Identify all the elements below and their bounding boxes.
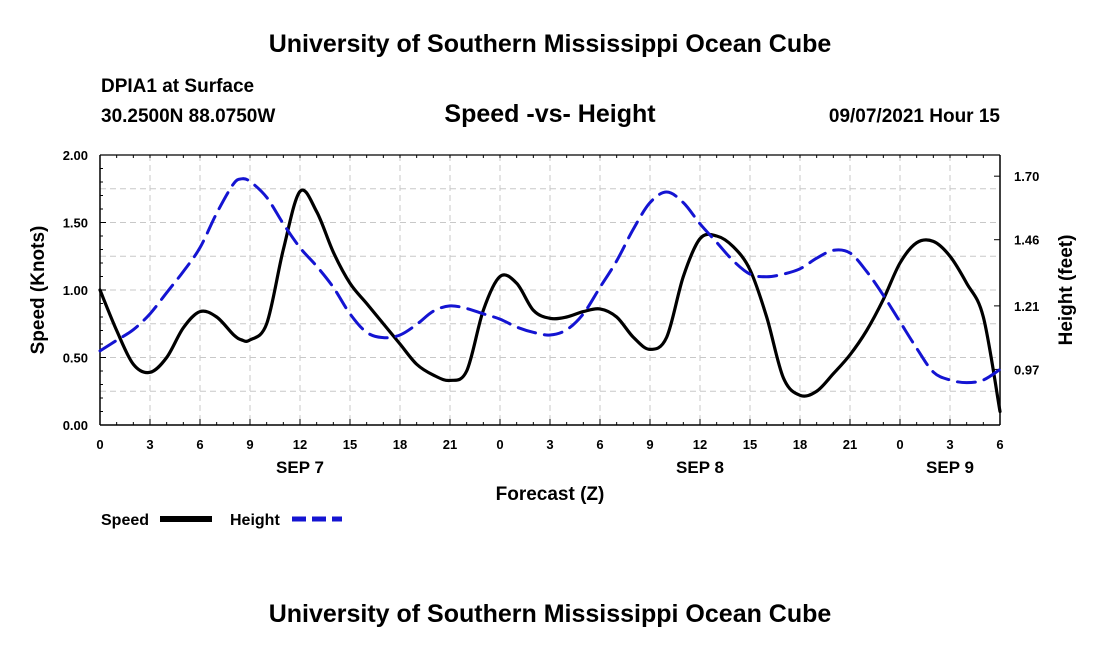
coordinates-label: 30.2500N 88.0750W — [101, 106, 276, 127]
page-title: University of Southern Mississippi Ocean… — [268, 30, 832, 58]
x-tick-label: 9 — [246, 437, 253, 452]
date-label: SEP 7 — [276, 458, 324, 477]
y-left-tick-label: 2.00 — [63, 148, 88, 163]
y-left-tick-label: 0.50 — [63, 351, 88, 366]
y-left-axis-title: Speed (Knots) — [28, 226, 49, 355]
station-label: DPIA1 at Surface — [101, 76, 255, 97]
chart-title: Speed -vs- Height — [444, 100, 656, 128]
x-tick-label: 6 — [996, 437, 1003, 452]
series-layer — [98, 177, 1002, 414]
x-tick-label: 3 — [146, 437, 153, 452]
y-right-axis-title: Height (feet) — [1056, 235, 1077, 346]
date-hour-label: 09/07/2021 Hour 15 — [828, 106, 1000, 127]
x-tick-label: 18 — [393, 437, 407, 452]
x-tick-label: 15 — [743, 437, 757, 452]
x-tick-label: 18 — [793, 437, 807, 452]
y-right-tick-label: 0.97 — [1014, 362, 1039, 377]
x-tick-label: 0 — [496, 437, 503, 452]
y-left-tick-label: 1.00 — [63, 283, 88, 298]
x-axis-title: Forecast (Z) — [496, 484, 605, 505]
x-tick-label: 12 — [293, 437, 307, 452]
date-label: SEP 8 — [676, 458, 724, 477]
x-tick-label: 3 — [946, 437, 953, 452]
x-tick-label: 21 — [443, 437, 457, 452]
y-right-tick-label: 1.46 — [1014, 233, 1039, 248]
legend-label-speed: Speed — [101, 512, 149, 529]
x-tick-label: 21 — [843, 437, 857, 452]
series-line-speed — [98, 188, 1002, 414]
y-right-tick-label: 1.70 — [1014, 169, 1039, 184]
y-right-tick-label: 1.21 — [1014, 299, 1039, 314]
footer-title: University of Southern Mississippi Ocean… — [268, 600, 832, 628]
x-tick-label: 6 — [596, 437, 603, 452]
date-label: SEP 9 — [926, 458, 974, 477]
x-tick-label: 15 — [343, 437, 357, 452]
y-left-tick-label: 0.00 — [63, 418, 88, 433]
legend: Speed Height — [101, 512, 342, 529]
x-tick-label: 9 — [646, 437, 653, 452]
axes: 0 3 6 9 12 15 18 21 0 3 6 9 12 15 18 21 0 3 6 SEP 7 SEP 8 SEP… — [28, 148, 1077, 505]
grid — [100, 155, 1000, 425]
x-tick-label: 6 — [196, 437, 203, 452]
x-tick-label: 12 — [693, 437, 707, 452]
y-left-tick-label: 1.50 — [63, 216, 88, 231]
x-tick-label: 3 — [546, 437, 553, 452]
legend-label-height: Height — [230, 512, 280, 529]
x-tick-label: 0 — [96, 437, 103, 452]
x-tick-label: 0 — [896, 437, 903, 452]
series-line-height — [98, 177, 1002, 385]
